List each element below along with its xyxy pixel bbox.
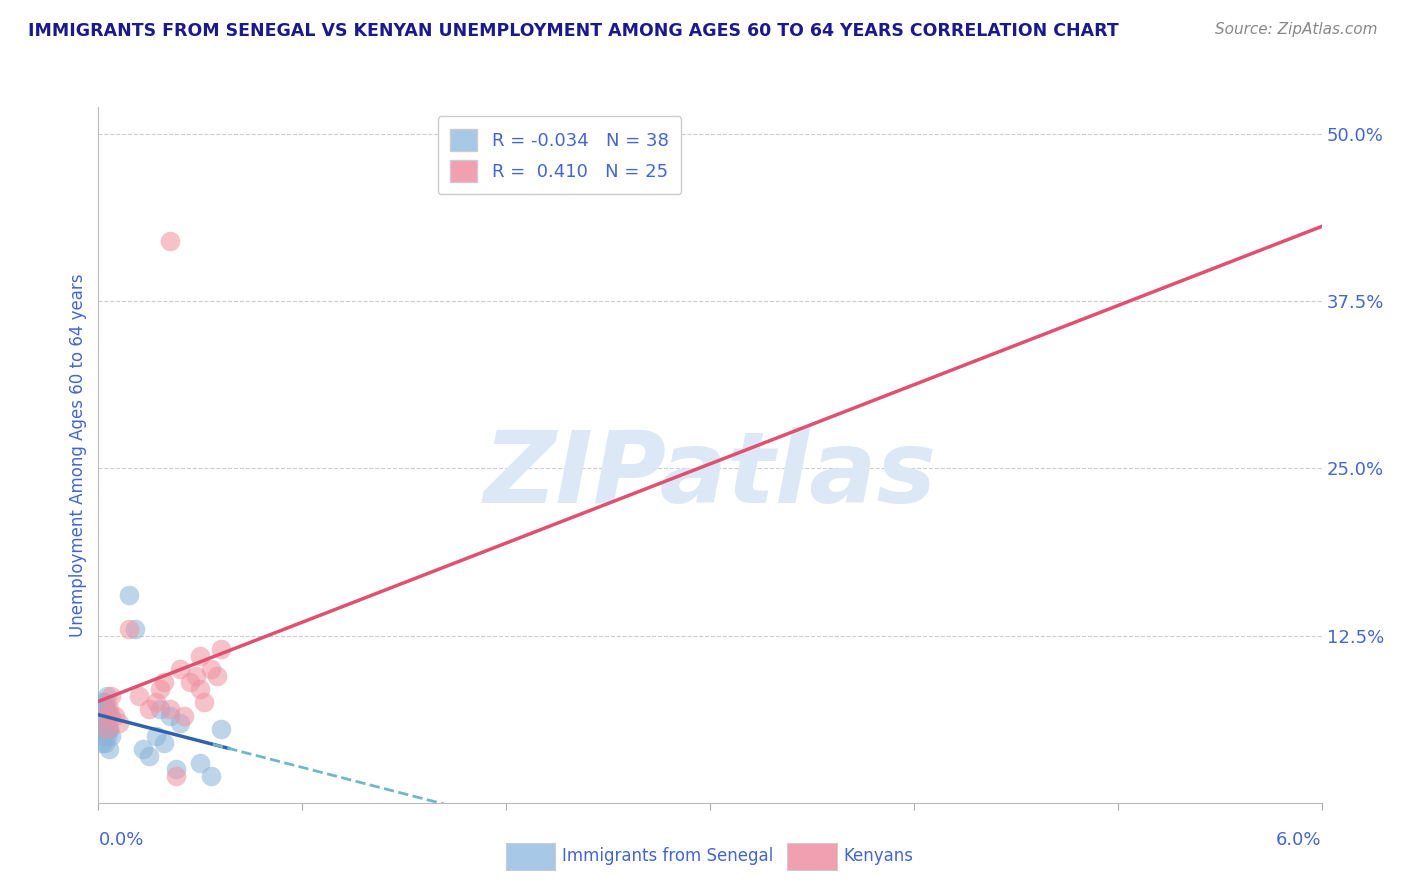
Point: [149, 702, 172, 716]
Point: [96, 729, 118, 743]
Point: [100, 708, 122, 723]
Y-axis label: Unemployment Among Ages 60 to 64 years: Unemployment Among Ages 60 to 64 years: [69, 273, 87, 637]
Point: [152, 735, 174, 749]
Point: [165, 762, 187, 776]
Point: [91, 729, 114, 743]
Point: [169, 715, 191, 730]
Point: [173, 708, 195, 723]
Point: [97, 723, 120, 737]
Point: [96, 715, 118, 730]
Legend: R = -0.034   N = 38, R =  0.410   N = 25: R = -0.034 N = 38, R = 0.410 N = 25: [437, 116, 682, 194]
Point: [118, 622, 141, 636]
Point: [128, 689, 150, 703]
Point: [97, 742, 120, 756]
Point: [124, 622, 146, 636]
Point: [96, 715, 118, 730]
Point: [93, 696, 115, 710]
Point: [145, 696, 167, 710]
Point: [91, 696, 114, 710]
Point: [145, 729, 167, 743]
Point: [132, 742, 155, 756]
Point: [93, 735, 115, 749]
Point: [188, 648, 212, 663]
Text: Kenyans: Kenyans: [844, 847, 914, 865]
Text: Source: ZipAtlas.com: Source: ZipAtlas.com: [1215, 22, 1378, 37]
Point: [186, 669, 208, 683]
Text: 0.0%: 0.0%: [98, 830, 143, 848]
Point: [159, 702, 181, 716]
Point: [159, 708, 181, 723]
Point: [91, 723, 114, 737]
Point: [100, 689, 122, 703]
Point: [93, 708, 115, 723]
Point: [209, 642, 232, 657]
Point: [93, 702, 115, 716]
Point: [159, 234, 181, 248]
Point: [179, 675, 201, 690]
Point: [118, 589, 141, 603]
Point: [96, 702, 118, 716]
Point: [193, 696, 215, 710]
Point: [188, 681, 212, 696]
Point: [93, 702, 115, 716]
Point: [200, 769, 222, 783]
Point: [200, 662, 222, 676]
Text: ZIPatlas: ZIPatlas: [484, 427, 936, 524]
Text: 6.0%: 6.0%: [1277, 830, 1322, 848]
Point: [93, 708, 115, 723]
Point: [138, 702, 160, 716]
Point: [104, 708, 127, 723]
Point: [205, 669, 228, 683]
Point: [96, 689, 118, 703]
Point: [93, 702, 115, 716]
Point: [91, 708, 114, 723]
Point: [97, 723, 120, 737]
Point: [149, 681, 172, 696]
Point: [152, 675, 174, 690]
Point: [100, 729, 122, 743]
Point: [209, 723, 232, 737]
Point: [188, 756, 212, 770]
Point: [108, 715, 131, 730]
Point: [96, 723, 118, 737]
Point: [91, 735, 114, 749]
Point: [138, 749, 160, 764]
Point: [91, 715, 114, 730]
Point: [169, 662, 191, 676]
Point: [96, 723, 118, 737]
Point: [97, 708, 120, 723]
Point: [165, 769, 187, 783]
Point: [93, 715, 115, 730]
Point: [97, 702, 120, 716]
Text: Immigrants from Senegal: Immigrants from Senegal: [562, 847, 773, 865]
Text: IMMIGRANTS FROM SENEGAL VS KENYAN UNEMPLOYMENT AMONG AGES 60 TO 64 YEARS CORRELA: IMMIGRANTS FROM SENEGAL VS KENYAN UNEMPL…: [28, 22, 1119, 40]
